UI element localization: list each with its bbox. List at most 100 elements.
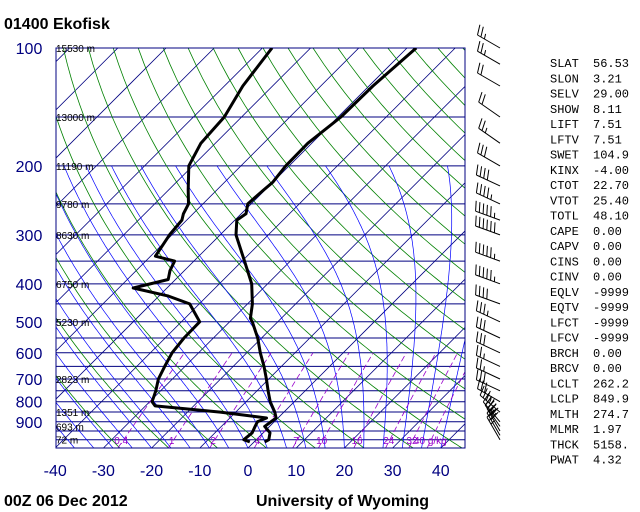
index-value: -9999: [593, 332, 629, 346]
index-name: KINX: [550, 164, 579, 178]
pressure-axis: 100 200 300 400 500 600 700 800 900: [16, 41, 43, 432]
moist-adiabat-line: [85, 165, 268, 448]
isotherm-line: [56, 48, 263, 255]
mixing-ratio-line: [209, 352, 272, 448]
wind-barb: [477, 378, 501, 403]
wind-barb: [477, 142, 501, 167]
isotherm-line: [56, 48, 408, 400]
dry-adiabat-line: [287, 48, 465, 245]
mixing-ratio-line: [318, 352, 374, 448]
dry-adiabat-line: [56, 191, 267, 448]
isotherm-line: [56, 48, 311, 304]
index-value: 1.97: [593, 423, 622, 437]
wind-barb: [478, 118, 501, 144]
index-value: 849.9: [593, 393, 629, 407]
wind-barb: [475, 284, 501, 305]
index-name: SLAT: [550, 57, 579, 71]
pressure-tick-label: 400: [16, 277, 43, 294]
index-name: LIFT: [550, 118, 579, 132]
wind-barb: [486, 404, 501, 436]
mixing-ratio-line: [117, 352, 185, 448]
index-name: CAPE: [550, 225, 579, 239]
mixing-ratio-label: 16: [351, 436, 363, 447]
moist-adiabat-line: [56, 352, 133, 448]
index-name: EQLV: [550, 286, 580, 300]
index-value: -9999: [593, 301, 629, 315]
mixing-ratio-lines: [117, 352, 465, 448]
wind-barb: [475, 357, 501, 380]
pressure-tick-label: 200: [16, 159, 43, 176]
index-value: 104.9: [593, 149, 629, 163]
station-title: 01400 Ekofisk: [4, 16, 110, 33]
index-name: CINS: [550, 255, 579, 269]
height-label: 1351 m: [56, 408, 89, 419]
dry-adiabat-line: [56, 256, 218, 448]
pressure-tick-label: 800: [16, 395, 43, 412]
moist-adiabat-line: [56, 267, 191, 448]
dry-adiabat-line: [87, 48, 414, 448]
temperature-tick-label: -10: [188, 463, 211, 480]
temperature-tick-label: 10: [287, 463, 305, 480]
wind-barb: [475, 316, 501, 339]
temperature-tick-label: -40: [44, 463, 67, 480]
wind-barb: [475, 369, 501, 392]
moist-adiabat-line: [56, 232, 210, 448]
index-value: 29.00: [593, 88, 629, 102]
dry-adiabat-line: [162, 48, 465, 390]
moist-adiabat-line: [56, 401, 95, 448]
index-name: LCLT: [550, 377, 579, 391]
wind-barb: [482, 392, 501, 423]
wind-barb: [477, 62, 501, 87]
moist-adiabat-line: [56, 193, 230, 448]
dry-adiabat-line: [56, 374, 121, 448]
wind-barb: [475, 345, 501, 367]
dry-adiabat-line: [212, 48, 465, 331]
index-name: BRCH: [550, 347, 579, 361]
wind-barb: [477, 40, 501, 65]
height-label: 6750 m: [56, 280, 89, 291]
index-value: 0.00: [593, 362, 622, 376]
mixing-ratio-label: 0.4: [114, 436, 128, 447]
temperature-tick-label: -20: [140, 463, 163, 480]
moist-adiabat-line: [63, 165, 249, 448]
wind-barb: [475, 200, 501, 221]
index-value: 7.51: [593, 133, 622, 147]
sounding-profiles: [131, 48, 418, 444]
index-value: 0.00: [593, 225, 622, 239]
index-name: THCK: [550, 438, 580, 452]
dewpoint-profile-line: [131, 48, 274, 444]
index-name: SWET: [550, 149, 579, 163]
wind-barb: [475, 215, 501, 236]
moist-adiabat-line: [388, 165, 417, 448]
dry-adiabat-line: [56, 115, 316, 448]
isotherm-line: [56, 48, 167, 159]
mixing-ratio-line: [292, 352, 350, 448]
moist-adiabat-line: [216, 165, 345, 448]
index-name: TOTL: [550, 210, 579, 224]
dry-adiabat-line: [112, 48, 463, 448]
isotherm-line: [344, 326, 465, 448]
wind-barb: [478, 91, 501, 118]
valid-time: 00Z 06 Dec 2012: [4, 493, 128, 510]
pressure-tick-label: 100: [16, 41, 43, 58]
index-value: -9999: [593, 286, 629, 300]
mixing-ratio-label: 32: [406, 436, 418, 447]
wind-barb: [475, 182, 501, 205]
height-label: 11190 m: [56, 162, 93, 173]
temperature-tick-label: 40: [432, 463, 450, 480]
temperature-tick-label: -30: [92, 463, 115, 480]
index-value: 262.2: [593, 377, 629, 391]
mixing-ratio-line: [385, 352, 437, 448]
moist-adiabat-line: [266, 165, 365, 448]
moist-adiabat-line: [175, 165, 326, 448]
height-label: 2823 m: [56, 375, 89, 386]
dry-adiabat-line: [312, 48, 465, 217]
height-label: 13000 m: [56, 113, 95, 124]
wind-barbs: [475, 24, 501, 440]
index-name: SLON: [550, 72, 579, 86]
index-value: 48.10: [593, 210, 629, 224]
pressure-tick-label: 700: [16, 372, 43, 389]
wind-barb: [475, 300, 501, 323]
pressure-tick-label: 900: [16, 415, 43, 432]
mixing-ratio-line: [408, 352, 458, 448]
